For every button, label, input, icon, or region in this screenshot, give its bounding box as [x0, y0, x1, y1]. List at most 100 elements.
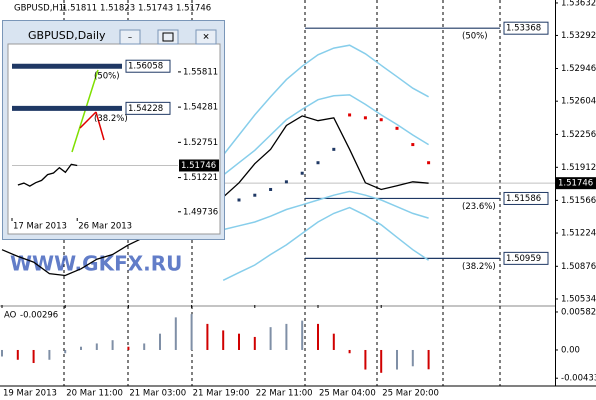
ohlc-value: 1.51743	[138, 4, 173, 14]
last-price-box	[556, 177, 596, 190]
ao-pane: AO -0.00296 0.005827 0.00 -0.00433	[1, 307, 596, 384]
ao-bar	[301, 320, 304, 350]
sar-dot	[237, 198, 241, 202]
level-value: 1.53368	[506, 24, 541, 34]
x-tick-label: 26 Mar 2013	[78, 222, 132, 232]
ao-bar	[317, 323, 319, 350]
sar-dot	[284, 180, 288, 184]
y-tick-label: 1.55811	[183, 67, 218, 77]
y-tick-label: 1.50876	[561, 262, 596, 272]
last-price: 1.51746	[181, 161, 216, 171]
ohlc-value: 1.51746	[176, 4, 211, 14]
close-button[interactable]	[195, 29, 217, 45]
close-icon: ✕	[202, 33, 209, 43]
y-tick-label: 1.51566	[561, 196, 596, 206]
ao-bar	[380, 349, 383, 373]
level-box	[503, 21, 549, 35]
level-value: 1.51586	[506, 194, 541, 204]
level-label: (23.6%)	[462, 202, 496, 212]
maximize-icon	[162, 32, 174, 42]
ao-bar	[253, 336, 256, 350]
y-tick-label: 1.53632	[561, 0, 596, 8]
y-tick-label: 1.51912	[561, 163, 596, 173]
ao-bar	[222, 330, 225, 350]
level-label: (38.2%)	[462, 262, 496, 272]
ao-bar	[16, 349, 19, 360]
level-label: (50%)	[462, 32, 488, 42]
price-line	[223, 190, 429, 231]
ao-bar	[143, 343, 146, 350]
sar-dot	[395, 126, 399, 130]
x-tick-label: 25 Mar 04:00	[319, 389, 376, 399]
x-tick-label: 25 Mar 20:00	[382, 389, 439, 399]
y-tick-label: 1.52946	[561, 64, 596, 74]
ohlc-value: 1.51811	[62, 4, 97, 14]
level-label: (38.2%)	[94, 114, 128, 124]
fan-line	[95, 111, 105, 141]
level-box	[125, 59, 171, 73]
ao-bar	[32, 349, 35, 364]
y-tick-label: 1.49736	[183, 207, 218, 217]
price-line	[17, 163, 78, 187]
sar-dot	[316, 161, 320, 165]
ao-bar	[348, 349, 351, 354]
x-tick-label: 21 Mar 19:00	[193, 389, 250, 399]
y-tick-label: 1.51221	[183, 173, 218, 183]
ao-bar	[427, 349, 430, 370]
x-tick-label: 20 Mar 11:00	[66, 389, 123, 399]
y-tick-label: 1.52604	[561, 97, 596, 107]
ao-bar	[174, 317, 177, 350]
sar-dot	[427, 161, 431, 165]
indicator-title: AO	[4, 311, 17, 321]
y-tick-label: -0.00433	[561, 374, 596, 384]
level-value: 1.56058	[128, 62, 163, 72]
fan-line	[71, 69, 99, 153]
sar-dot	[411, 143, 415, 147]
ao-bar	[48, 349, 51, 360]
ao-bar	[95, 343, 98, 350]
ao-bar	[396, 349, 398, 370]
level-value: 1.54228	[128, 104, 163, 114]
price-line	[222, 94, 429, 176]
y-tick-label: 1.51224	[561, 229, 596, 239]
ao-bar	[206, 323, 209, 350]
fan-line	[79, 111, 97, 129]
minimize-button[interactable]	[119, 29, 141, 45]
y-tick-label: 1.53292	[561, 31, 596, 41]
x-tick-label: 17 Mar 2013	[13, 222, 67, 232]
indicator-value: -0.00296	[20, 311, 58, 321]
daily-window: ✕ – GBPUSD,Daily 1.55811 1.54281 1.52751 1.…	[2, 20, 225, 240]
level-box	[125, 101, 171, 115]
symbol-title: GBPUSD,H1	[14, 4, 64, 14]
ao-bar	[269, 327, 272, 350]
last-price-box	[179, 159, 219, 172]
level-box	[503, 251, 549, 265]
minimize-icon: –	[128, 33, 132, 43]
y-tick-label: 1.50534	[561, 294, 596, 304]
window-title: GBPUSD,Daily	[28, 29, 106, 42]
ohlc-value: 1.51823	[100, 4, 135, 14]
ao-bar	[111, 340, 114, 350]
ao-bar	[332, 333, 335, 350]
level-value: 1.50959	[506, 254, 541, 264]
level-box	[503, 191, 549, 205]
sar-dot	[253, 193, 257, 197]
ao-bar	[190, 314, 193, 350]
y-tick-label: 0.00	[561, 345, 580, 355]
sar-dot	[300, 171, 304, 175]
sar-dot	[332, 147, 336, 151]
watermark: WWW.GKFX.RU	[10, 252, 182, 276]
ao-bar	[159, 333, 161, 350]
window-client	[7, 43, 221, 235]
price-line	[222, 206, 430, 281]
x-tick-label: 22 Mar 11:00	[256, 389, 313, 399]
maximize-button[interactable]	[157, 29, 179, 45]
sar-dot	[348, 113, 352, 117]
y-tick-label: 1.52256	[561, 130, 596, 140]
ao-bar	[1, 349, 3, 357]
ao-bar	[238, 333, 240, 350]
sar-dot	[363, 116, 367, 120]
